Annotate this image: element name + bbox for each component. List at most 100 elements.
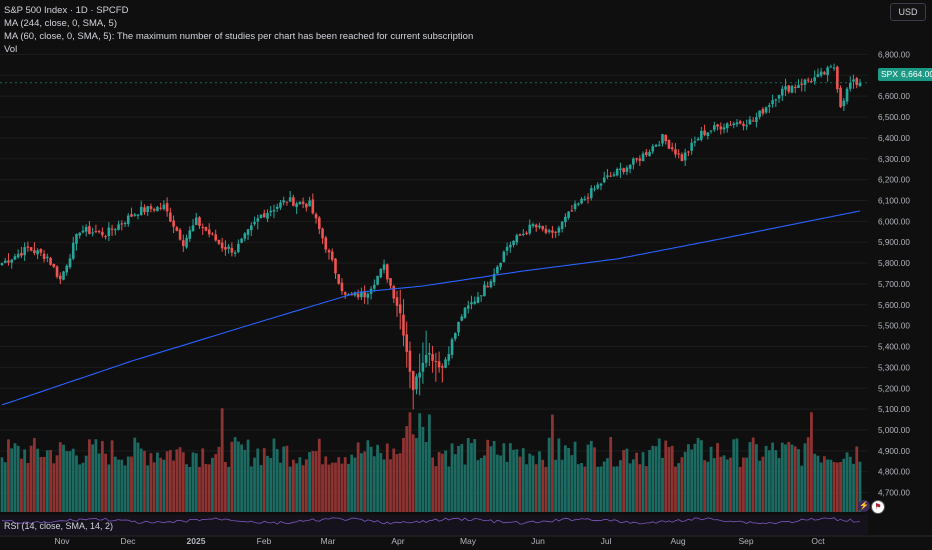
candle-body — [654, 145, 658, 147]
candle-body — [3, 260, 7, 263]
us-flag-icon[interactable]: ⚑ — [871, 500, 885, 514]
candle-body — [327, 250, 331, 253]
volume-bar — [644, 466, 648, 512]
candle-body — [761, 109, 765, 114]
candle-body — [751, 120, 755, 122]
volume-bar — [680, 457, 684, 512]
volume-bar — [615, 466, 619, 512]
volume-bar — [528, 453, 532, 512]
volume-bar — [152, 462, 156, 512]
x-tick-label: Apr — [391, 536, 404, 546]
volume-bar — [282, 446, 286, 512]
candle-body — [143, 207, 146, 213]
volume-bar — [725, 459, 729, 512]
volume-bar — [479, 457, 483, 512]
candle-body — [713, 125, 716, 130]
volume-bar — [764, 445, 768, 512]
volume-bar — [324, 456, 328, 512]
volume-bar — [780, 442, 784, 512]
candle-body — [411, 371, 415, 390]
volume-bar — [852, 463, 855, 512]
candle-body — [237, 243, 240, 253]
volume-bar — [810, 412, 813, 512]
volume-bar — [262, 448, 266, 512]
candle-body — [152, 208, 156, 211]
candles — [0, 63, 862, 410]
volume-bar — [162, 459, 166, 512]
candle-body — [479, 295, 483, 297]
volume-bar — [172, 460, 175, 512]
candle-body — [664, 134, 668, 142]
candle-body — [169, 212, 172, 222]
candle-body — [839, 87, 842, 107]
volume-bar — [742, 457, 745, 512]
candle-body — [622, 168, 625, 173]
candle-body — [855, 78, 859, 85]
volume-bar — [178, 447, 182, 512]
volume-bar — [580, 462, 583, 512]
volume-bar — [62, 444, 65, 512]
volume-bar — [748, 442, 752, 512]
candle-body — [75, 234, 78, 244]
candle-body — [486, 286, 489, 288]
candle-body — [204, 227, 208, 231]
volume-bar — [845, 452, 849, 512]
volume-bar — [492, 440, 496, 512]
volume-bar — [483, 455, 486, 512]
candle-body — [518, 234, 522, 236]
volume-bar — [291, 459, 295, 512]
candle-body — [570, 210, 574, 212]
candle-body — [253, 221, 256, 225]
volume-bar — [722, 455, 726, 512]
candle-body — [279, 202, 282, 208]
candle-body — [836, 66, 839, 90]
volume-bar — [835, 462, 839, 512]
candle-body — [350, 294, 353, 296]
volume-bar — [88, 439, 91, 512]
candle-body — [220, 242, 224, 249]
legend-symbol-title[interactable]: S&P 500 Index · 1D · SPCFD — [4, 5, 129, 16]
volume-bar — [49, 449, 52, 512]
rsi-label[interactable]: RSI (14, close, SMA, 14, 2) — [4, 521, 114, 531]
volume-bar — [787, 441, 791, 512]
candle-body — [272, 210, 276, 212]
candle-body — [246, 229, 250, 235]
volume-bar — [531, 455, 535, 512]
candle-body — [512, 240, 515, 246]
candle-body — [421, 362, 425, 372]
legend-ma-244[interactable]: MA (244, close, 0, SMA, 5) — [4, 18, 117, 29]
x-tick-label: 2025 — [187, 536, 206, 546]
volume-bar — [91, 444, 95, 512]
candle-body — [46, 256, 49, 259]
candle-body — [360, 291, 363, 298]
volume-bar — [596, 466, 600, 512]
volume-bar — [583, 466, 587, 512]
candle-body — [771, 100, 774, 105]
volume-bar — [230, 441, 234, 512]
volume-bar — [858, 461, 862, 512]
candle-body — [709, 130, 713, 132]
lightning-icon[interactable]: ⚡ — [858, 500, 870, 512]
candle-body — [107, 227, 111, 237]
candle-body — [554, 231, 557, 233]
candle-body — [648, 151, 651, 157]
y-tick-label: 5,900.00 — [878, 238, 910, 247]
volume-bar — [738, 466, 742, 512]
volume-bar — [758, 460, 762, 512]
candle-body — [683, 152, 687, 161]
currency-button[interactable]: USD — [890, 3, 926, 21]
candle-body — [20, 253, 23, 256]
ma-244-line — [1, 210, 861, 406]
candle-body — [557, 227, 561, 233]
volume-bar — [735, 438, 739, 512]
volume-bar — [42, 456, 46, 512]
candle-body — [719, 126, 723, 130]
candle-body — [612, 174, 616, 176]
legend-volume[interactable]: Vol — [4, 44, 18, 55]
volume-bar — [453, 454, 457, 512]
volume-bar — [165, 451, 169, 512]
volume-bar — [191, 452, 195, 512]
candle-body — [88, 226, 91, 234]
